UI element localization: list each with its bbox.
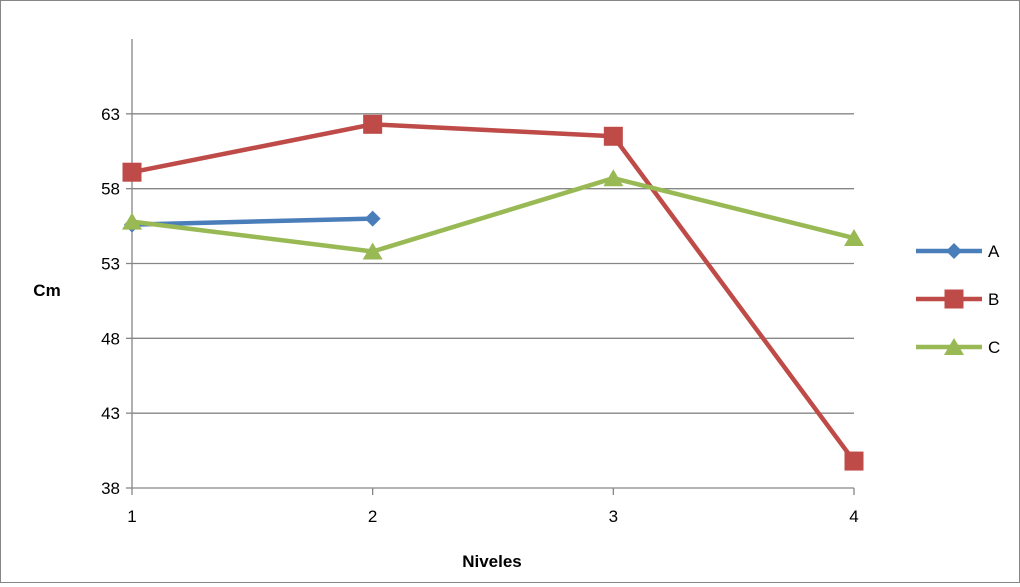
legend-marker-C [944, 338, 964, 355]
legend-item-C: C [916, 338, 1000, 357]
data-point-B-4 [844, 451, 864, 471]
series-line-C [131, 175, 855, 254]
legend-label: B [988, 290, 999, 309]
y-tick-label: 58 [101, 180, 120, 199]
y-tick-label: 53 [101, 255, 120, 274]
series-B [122, 114, 864, 471]
data-point-C-3 [603, 169, 624, 187]
y-tick-label: 48 [101, 329, 120, 348]
legend-label: C [988, 338, 1000, 357]
legend-item-A: A [916, 242, 1000, 261]
legend: A B C [916, 242, 1000, 357]
legend-label: A [988, 242, 1000, 261]
data-point-B-1 [122, 162, 142, 182]
series-C [122, 169, 864, 260]
series-A [124, 210, 381, 233]
data-point-C-1 [122, 212, 142, 230]
x-tick-label: 1 [127, 507, 136, 526]
legend-marker-A [946, 243, 962, 259]
gridlines [132, 113, 854, 414]
y-axis-title: Cm [33, 281, 60, 300]
series-line-A [131, 216, 373, 227]
x-tick-label: 4 [849, 507, 858, 526]
data-point-B-2 [363, 114, 383, 134]
data-point-A-2 [364, 210, 381, 227]
data-point-C-4 [844, 229, 864, 247]
x-tick-label: 2 [368, 507, 377, 526]
y-tick-label: 63 [101, 105, 120, 124]
y-tick-label: 43 [101, 404, 120, 423]
y-tick-label: 38 [101, 479, 120, 498]
x-tick-label: 3 [609, 507, 618, 526]
data-point-C-2 [362, 242, 383, 260]
series-group [122, 114, 864, 471]
legend-marker-B [944, 289, 964, 309]
axes: 38 43 48 53 58 63 1 2 3 4 [101, 39, 859, 526]
legend-item-B: B [916, 289, 999, 309]
x-axis-title: Niveles [462, 552, 522, 571]
series-line-B [131, 122, 856, 463]
data-point-B-3 [603, 126, 623, 146]
